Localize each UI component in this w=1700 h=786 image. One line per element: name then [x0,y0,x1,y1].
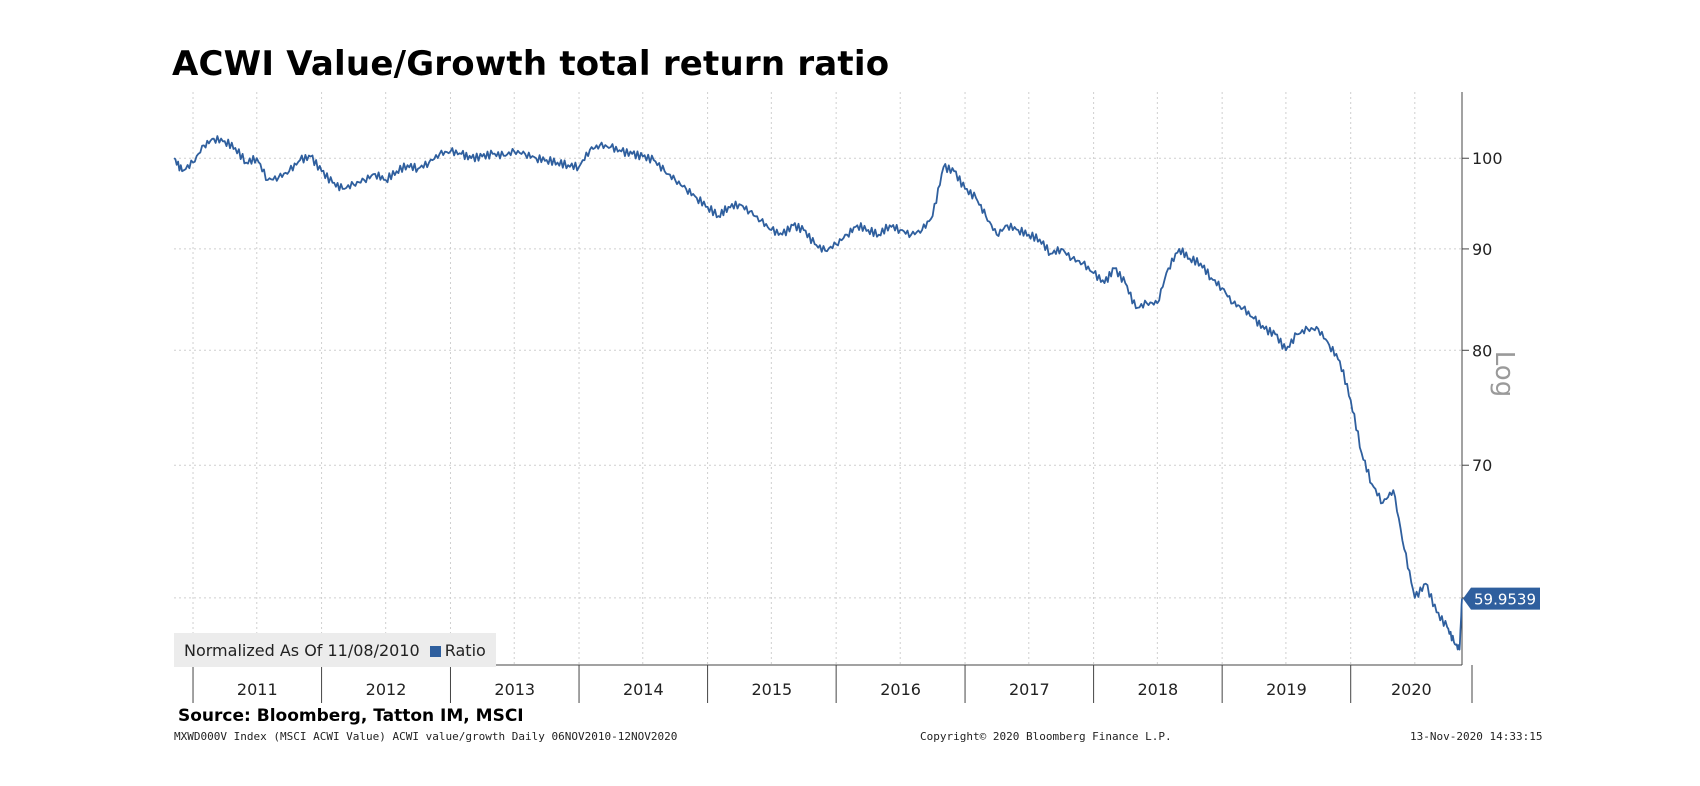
x-tick-label: 2018 [1138,680,1179,699]
legend-swatch [429,645,441,657]
y-tick-label: 70 [1472,456,1492,475]
footer-copyright: Copyright© 2020 Bloomberg Finance L.P. [920,730,1172,743]
x-axis-tick-labels: 2011 2012 2013 2014 2015 2016 2017 2018 2019 2020 [237,680,1432,699]
footer-index-info: MXWD000V Index (MSCI ACWI Value) ACWI va… [174,730,678,743]
series-ratio [173,135,1463,651]
y-tick-label: 90 [1472,240,1492,259]
y-tick-label: 80 [1472,341,1492,360]
y-tick-label: 100 [1472,149,1503,168]
x-tick-label: 2020 [1391,680,1432,699]
source-note: Source: Bloomberg, Tatton IM, MSCI [178,706,524,726]
x-tick-label: 2015 [752,680,793,699]
legend-series-label: Ratio [444,640,486,660]
x-tick-label: 2019 [1266,680,1307,699]
last-value-marker: 59.9539 [1463,587,1540,610]
legend-normalized-label: Normalized As Of 11/08/2010 [184,640,420,660]
last-value-label: 59.9539 [1474,591,1536,609]
chart-legend: Normalized As Of 11/08/2010 Ratio [174,633,496,667]
chart-title: ACWI Value/Growth total return ratio [172,44,890,84]
axes [174,92,1473,703]
x-tick-label: 2013 [494,680,535,699]
series-line-ratio [173,135,1463,651]
x-tick-label: 2014 [623,680,664,699]
legend-entry-ratio: Ratio [429,640,486,660]
footer-timestamp: 13-Nov-2020 14:33:15 [1410,730,1543,743]
last-value-flag [1463,587,1540,610]
x-tick-label: 2016 [880,680,921,699]
x-tick-label: 2017 [1009,680,1050,699]
x-tick-label: 2011 [237,680,278,699]
x-tick-label: 2012 [366,680,407,699]
log-scale-label: Log [1489,351,1519,397]
y-axis-tick-labels: 100 90 80 70 [1472,149,1503,475]
